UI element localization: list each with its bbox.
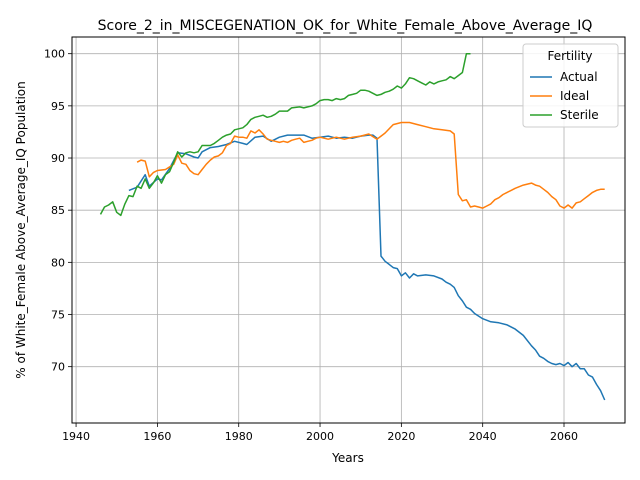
x-tick-label: 2020	[387, 430, 415, 443]
legend-label-actual: Actual	[560, 70, 598, 84]
legend-label-ideal: Ideal	[560, 89, 589, 103]
legend-items: Actual Ideal Sterile	[530, 70, 599, 122]
series-layer	[99, 52, 606, 401]
x-tick-label: 1940	[62, 430, 90, 443]
y-axis-label: % of White_Female Above_Average_IQ Popul…	[14, 81, 28, 378]
y-tick-label: 80	[51, 256, 65, 269]
x-tick-label: 2000	[306, 430, 334, 443]
y-tick-label: 70	[51, 361, 65, 374]
y-tick-label: 85	[51, 204, 65, 217]
series-line-actual	[128, 134, 606, 401]
series-line-sterile	[99, 52, 471, 217]
plot-frame	[71, 36, 626, 424]
legend-title: Fertility	[547, 49, 592, 63]
x-tick-label: 1960	[143, 430, 171, 443]
y-tick-label: 95	[51, 100, 65, 113]
legend-label-sterile: Sterile	[560, 108, 599, 122]
chart-title: Score_2_in_MISCEGENATION_OK_for_White_Fe…	[98, 18, 593, 34]
x-tick-label: 1980	[225, 430, 253, 443]
legend: Fertility Actual Ideal Sterile	[522, 43, 619, 128]
axis-ticks: 1940 1960 1980 2000 2020 2040 2060 70 75 80 85 90 95…	[44, 48, 578, 443]
y-tick-label: 90	[51, 152, 65, 165]
x-axis-label: Years	[331, 451, 364, 465]
series-line-ideal	[136, 121, 605, 209]
x-tick-label: 2060	[550, 430, 578, 443]
y-tick-label: 100	[44, 48, 65, 61]
y-tick-label: 75	[51, 309, 65, 322]
legend-box	[522, 43, 619, 128]
grid-lines	[72, 37, 625, 423]
x-tick-label: 2040	[469, 430, 497, 443]
